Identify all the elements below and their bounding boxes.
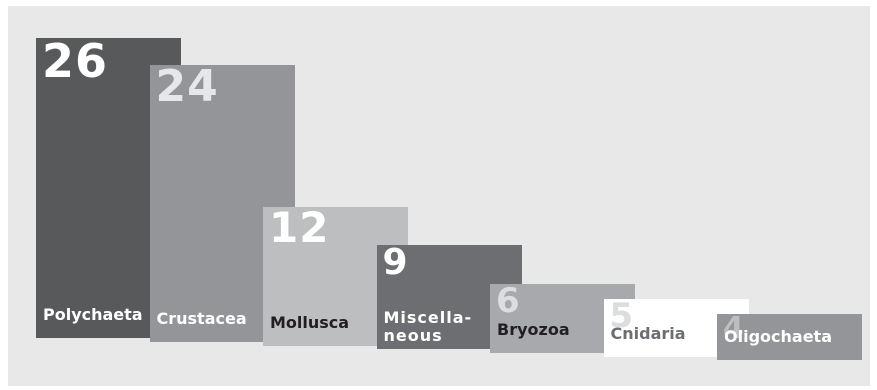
bar-category-label: Miscella-neous bbox=[383, 307, 473, 345]
bar-value-label: 12 bbox=[269, 207, 330, 253]
bar-oligochaeta: 4 Oligochaeta bbox=[717, 313, 862, 360]
bar-category-label: Oligochaeta bbox=[724, 326, 832, 346]
bar-category-label: Mollusca bbox=[270, 312, 350, 332]
bar-value-label: 24 bbox=[155, 64, 219, 112]
bar-crustacea: 24 Crustacea bbox=[149, 64, 295, 342]
chart-area: 26 Polychaeta 24 Crustacea 12 Mollusca 9 Miscel… bbox=[8, 6, 870, 386]
bar-value-label: 9 bbox=[382, 245, 409, 284]
bar-category-label: Cnidaria bbox=[610, 324, 686, 343]
bar-category-label: Bryozoa bbox=[497, 319, 570, 339]
bar-category-label: Polychaeta bbox=[43, 304, 143, 324]
bar-value-label: 4 bbox=[723, 313, 745, 346]
bar-value-label: 6 bbox=[496, 283, 521, 321]
bar-value-label: 26 bbox=[42, 37, 109, 88]
bar-category-label: Crustacea bbox=[156, 308, 247, 328]
bar-value-label: 5 bbox=[609, 299, 635, 337]
